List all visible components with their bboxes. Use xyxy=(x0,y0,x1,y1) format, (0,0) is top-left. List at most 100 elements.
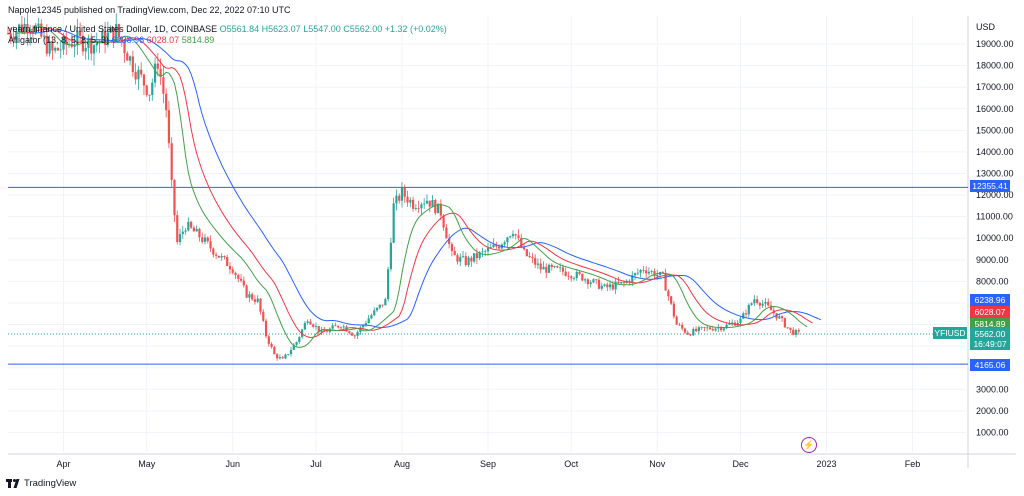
candle-body xyxy=(409,199,412,203)
candle-body xyxy=(92,45,96,54)
candle-body xyxy=(608,284,612,288)
candle-body xyxy=(656,274,659,277)
candle-body xyxy=(556,266,559,268)
candle-body xyxy=(700,326,703,328)
candle-body xyxy=(173,179,176,216)
candle-body xyxy=(364,323,368,326)
candle-body xyxy=(475,253,479,259)
y-tick-label: 8000.00 xyxy=(976,276,1009,286)
candle-body xyxy=(722,328,725,331)
candle-body xyxy=(234,272,237,276)
candle-body xyxy=(481,251,484,253)
candle-body xyxy=(581,273,584,281)
candle-body xyxy=(176,215,179,242)
candle-body xyxy=(725,324,728,329)
candle-body xyxy=(597,279,601,289)
candle-body xyxy=(187,221,190,231)
candle-body xyxy=(789,327,792,330)
candle-body xyxy=(708,327,712,330)
y-tick-label: 1000.00 xyxy=(976,427,1009,437)
candle-body xyxy=(331,325,334,329)
footer: TradingView xyxy=(6,478,76,489)
candle-body xyxy=(370,315,373,319)
candle-body xyxy=(264,320,268,337)
candle-body xyxy=(522,247,526,250)
candle-body xyxy=(445,227,448,239)
candle-body xyxy=(622,282,626,283)
candle-body xyxy=(276,354,279,359)
candle-body xyxy=(42,35,46,37)
candle-body xyxy=(348,331,351,334)
candle-body xyxy=(273,346,276,355)
candle-body xyxy=(367,318,370,324)
candle-body xyxy=(600,285,603,289)
candle-body xyxy=(473,253,476,262)
candle-body xyxy=(531,257,534,259)
candle-body xyxy=(767,301,770,306)
candle-body xyxy=(428,200,431,207)
x-tick-label: 2023 xyxy=(816,459,836,469)
candle-body xyxy=(764,301,767,304)
candle-body xyxy=(170,143,173,180)
y-tick-label: 3000.00 xyxy=(976,384,1009,394)
candle-body xyxy=(373,310,376,316)
candle-body xyxy=(9,33,12,38)
candle-body xyxy=(436,203,440,214)
candle-body xyxy=(572,278,576,279)
candle-body xyxy=(570,276,573,279)
candle-body xyxy=(148,94,151,96)
candle-body xyxy=(15,31,18,40)
candle-body xyxy=(467,257,470,266)
candle-body xyxy=(714,328,717,331)
candle-body xyxy=(645,270,648,274)
tradingview-logo-icon xyxy=(6,479,20,488)
jaw-value: 6238.96 xyxy=(111,35,145,45)
candle-body xyxy=(206,237,209,242)
candle-body xyxy=(683,328,687,333)
candle-body xyxy=(631,275,634,283)
candle-body xyxy=(309,321,312,325)
candle-body xyxy=(706,327,709,329)
candle-body xyxy=(564,271,567,276)
flash-icon[interactable]: ⚡ xyxy=(801,437,817,453)
candle-body xyxy=(87,37,90,49)
candle-body xyxy=(151,82,154,96)
candle-body xyxy=(375,307,379,311)
candle-body xyxy=(464,256,467,266)
candle-body xyxy=(292,344,295,350)
x-tick-label: Oct xyxy=(564,459,579,469)
candle-body xyxy=(620,282,623,284)
candle-body xyxy=(178,234,182,242)
y-tick-label: 16000.00 xyxy=(976,104,1014,114)
candle-body xyxy=(525,249,528,257)
currency-label: USD xyxy=(976,22,996,32)
y-tick-label: 13000.00 xyxy=(976,169,1014,179)
candle-body xyxy=(145,85,148,95)
candle-body xyxy=(212,248,215,255)
candle-body xyxy=(181,231,184,235)
candle-body xyxy=(545,266,548,273)
candle-body xyxy=(120,36,123,43)
candle-body xyxy=(362,325,365,328)
candle-body xyxy=(453,251,456,256)
candle-body xyxy=(37,23,40,27)
candle-body xyxy=(431,199,434,207)
candle-body xyxy=(506,237,509,243)
candle-body xyxy=(56,47,60,51)
candle-body xyxy=(423,203,426,205)
candle-body xyxy=(442,215,445,228)
candle-body xyxy=(353,335,356,337)
candle-body xyxy=(314,326,318,327)
candle-body xyxy=(220,256,223,258)
x-tick-label: Aug xyxy=(394,459,410,469)
candle-body xyxy=(550,264,553,268)
candlestick-series xyxy=(6,11,800,361)
price-axis: USD1000.002000.003000.004000.005000.0060… xyxy=(976,22,1014,437)
candle-body xyxy=(140,69,143,75)
footer-brand: TradingView xyxy=(24,478,77,489)
candle-body xyxy=(392,203,395,243)
candle-body xyxy=(398,195,401,201)
indicator-legend[interactable]: Alligator (13, 8, 5, 8, 5, 3) 6238.96 60… xyxy=(8,35,214,45)
candle-body xyxy=(561,267,565,272)
